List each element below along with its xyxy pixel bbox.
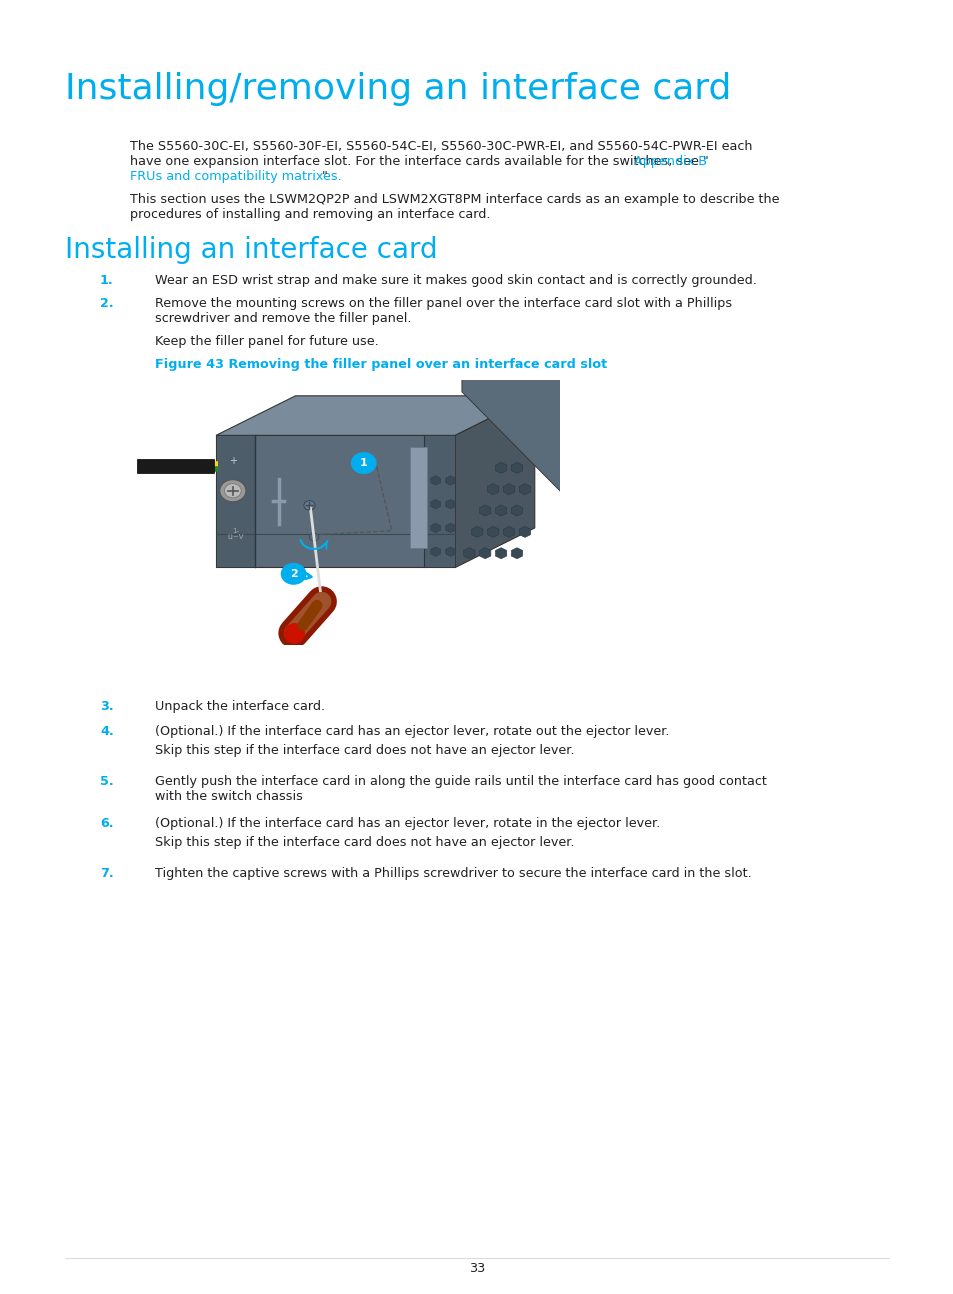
Polygon shape: [479, 505, 491, 516]
Text: 3.: 3.: [100, 700, 113, 713]
Text: 33: 33: [468, 1262, 485, 1275]
Text: procedures of installing and removing an interface card.: procedures of installing and removing an…: [130, 208, 490, 221]
Text: FRUs and compatibility matrixes.: FRUs and compatibility matrixes.: [130, 170, 341, 182]
Polygon shape: [215, 435, 255, 568]
Polygon shape: [424, 435, 455, 568]
Text: Gently push the interface card in along the guide rails until the interface card: Gently push the interface card in along …: [154, 775, 766, 788]
Text: with the switch chassis: with the switch chassis: [154, 791, 302, 804]
Text: Remove the mounting screws on the filler panel over the interface card slot with: Remove the mounting screws on the filler…: [154, 298, 731, 311]
Polygon shape: [518, 484, 530, 494]
Polygon shape: [410, 448, 427, 547]
Text: +: +: [229, 455, 236, 466]
Polygon shape: [495, 462, 506, 474]
Text: have one expansion interface slot. For the interface cards available for the swi: have one expansion interface slot. For t…: [130, 155, 708, 168]
Polygon shape: [431, 523, 440, 533]
Text: 6.: 6.: [100, 817, 113, 829]
Text: Figure 43 Removing the filler panel over an interface card slot: Figure 43 Removing the filler panel over…: [154, 358, 606, 371]
Text: 1: 1: [359, 458, 367, 468]
Polygon shape: [137, 459, 213, 474]
Polygon shape: [511, 462, 522, 474]
Polygon shape: [445, 523, 455, 533]
Text: The S5560-30C-EI, S5560-30F-EI, S5560-54C-EI, S5560-30C-PWR-EI, and S5560-54C-PW: The S5560-30C-EI, S5560-30F-EI, S5560-54…: [130, 140, 752, 153]
Polygon shape: [495, 505, 506, 516]
Polygon shape: [455, 396, 535, 568]
Polygon shape: [495, 547, 506, 559]
Text: Tighten the captive screws with a Phillips screwdriver to secure the interface c: Tighten the captive screws with a Philli…: [154, 867, 751, 880]
Text: ": ": [322, 170, 328, 182]
Text: 2.: 2.: [100, 298, 113, 311]
Text: 1.: 1.: [100, 274, 113, 287]
Polygon shape: [518, 527, 530, 537]
Polygon shape: [431, 547, 440, 556]
Polygon shape: [487, 527, 498, 537]
Text: screwdriver and remove the filler panel.: screwdriver and remove the filler panel.: [154, 312, 411, 325]
Circle shape: [281, 563, 305, 584]
Circle shape: [309, 533, 318, 541]
Polygon shape: [503, 484, 515, 494]
Text: Skip this step if the interface card does not have an ejector lever.: Skip this step if the interface card doe…: [154, 744, 574, 757]
Polygon shape: [503, 527, 515, 537]
Polygon shape: [487, 484, 498, 494]
Text: 1-: 1-: [232, 528, 239, 534]
Text: Unpack the interface card.: Unpack the interface card.: [154, 700, 325, 713]
Text: LI~V: LI~V: [227, 534, 244, 541]
Circle shape: [304, 501, 314, 510]
Text: 4.: 4.: [100, 725, 113, 738]
Text: 7.: 7.: [100, 867, 113, 880]
Polygon shape: [445, 547, 455, 556]
Text: 5.: 5.: [100, 775, 113, 788]
Polygon shape: [445, 499, 455, 509]
Text: 2: 2: [290, 569, 297, 578]
Polygon shape: [215, 435, 455, 568]
Polygon shape: [215, 396, 535, 435]
Polygon shape: [511, 505, 522, 516]
Text: This section uses the LSWM2QP2P and LSWM2XGT8PM interface cards as an example to: This section uses the LSWM2QP2P and LSWM…: [130, 193, 779, 206]
Polygon shape: [471, 527, 482, 537]
Text: (Optional.) If the interface card has an ejector lever, rotate out the ejector l: (Optional.) If the interface card has an…: [154, 725, 669, 738]
Polygon shape: [431, 476, 440, 485]
Text: Wear an ESD wrist strap and make sure it makes good skin contact and is correctl: Wear an ESD wrist strap and make sure it…: [154, 274, 756, 287]
Text: Installing an interface card: Installing an interface card: [65, 236, 437, 264]
Circle shape: [224, 484, 241, 498]
Polygon shape: [461, 321, 592, 524]
Text: Skip this step if the interface card does not have an ejector lever.: Skip this step if the interface card doe…: [154, 836, 574, 849]
Polygon shape: [463, 547, 475, 559]
Text: (Optional.) If the interface card has an ejector lever, rotate in the ejector le: (Optional.) If the interface card has an…: [154, 817, 659, 829]
Text: Installing/removing an interface card: Installing/removing an interface card: [65, 72, 731, 106]
Text: Keep the filler panel for future use.: Keep the filler panel for future use.: [154, 335, 378, 348]
Circle shape: [351, 453, 375, 474]
Polygon shape: [511, 547, 522, 559]
Polygon shape: [431, 499, 440, 509]
Circle shape: [219, 480, 246, 502]
Polygon shape: [445, 476, 455, 485]
Text: Appendix B: Appendix B: [634, 155, 706, 168]
Polygon shape: [479, 547, 491, 559]
